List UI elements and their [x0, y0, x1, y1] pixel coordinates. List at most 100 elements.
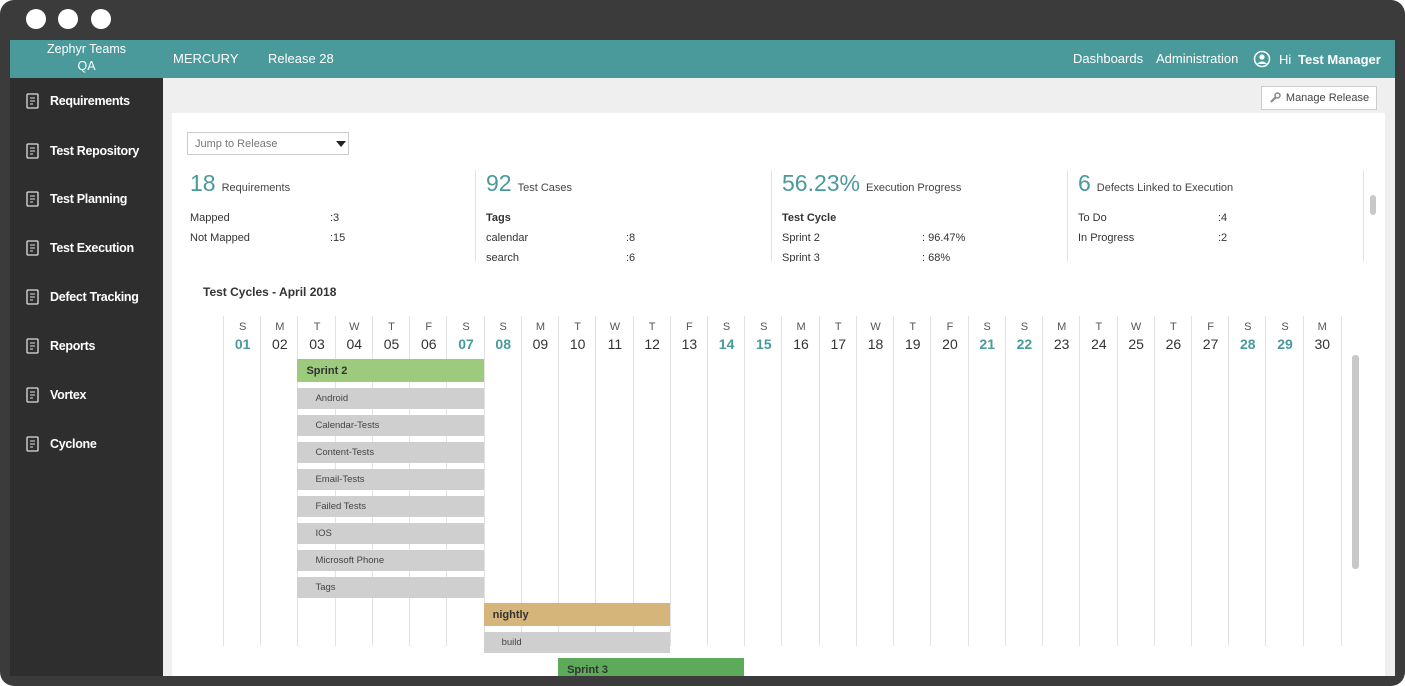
phase-bar[interactable]: Content-Tests [297, 442, 484, 463]
day-column: M 23 [1042, 316, 1080, 646]
day-number: 04 [346, 336, 363, 352]
nav-link[interactable]: Dashboards [1073, 51, 1144, 66]
project[interactable]: MERCURY [173, 51, 239, 66]
day-letter: S [722, 321, 731, 333]
day-number: 13 [681, 336, 698, 352]
day-number: 18 [867, 336, 884, 352]
calendar-title: Test Cycles - April 2018 [203, 285, 337, 299]
stat-card: 6 Defects Linked to Execution To Do:4 In Pr… [1069, 170, 1364, 262]
day-number: 24 [1091, 336, 1107, 352]
stat-row-value: :3 [330, 212, 340, 224]
cycle-bar[interactable]: Sprint 2 [297, 359, 484, 382]
nav-label: Test Execution [50, 241, 134, 255]
nav-item[interactable]: Vortex [24, 385, 86, 405]
nav-item[interactable]: Defect Tracking [24, 287, 139, 307]
window-dot[interactable] [58, 9, 78, 29]
day-number: 16 [793, 336, 809, 352]
nav-link[interactable]: Administration [1156, 51, 1239, 66]
stat-separator [475, 170, 476, 262]
stat-row-value: :4 [1218, 212, 1228, 224]
nav-item[interactable]: Reports [24, 336, 95, 356]
release[interactable]: Release 28 [268, 51, 334, 66]
stat-head: 6 Defects Linked to Execution [1078, 170, 1233, 197]
day-number: 01 [234, 336, 251, 352]
phase-bar[interactable]: Email-Tests [297, 469, 484, 490]
stat-row-label: calendar [486, 232, 529, 244]
stat-row-value: : 96.47% [922, 232, 966, 244]
user-name[interactable]: Test Manager [1298, 52, 1381, 67]
stat-number: 6 [1078, 170, 1091, 196]
window-dot[interactable] [91, 9, 111, 29]
day-letter: S [983, 321, 991, 333]
user-icon[interactable] [1253, 50, 1271, 68]
nav-item[interactable]: Requirements [24, 91, 130, 111]
day-column: M 30 [1302, 316, 1342, 646]
phase-bar[interactable]: Android [297, 388, 484, 409]
day-letter: T [909, 321, 917, 333]
team-name: Zephyr Teams [47, 42, 126, 56]
nav-label: Test Planning [50, 192, 128, 206]
day-letter: F [685, 321, 693, 333]
day-letter: M [275, 321, 285, 333]
nav-icon [26, 289, 39, 305]
stat-subheader: Tags [486, 212, 511, 224]
day-number: 20 [942, 336, 958, 352]
select-placeholder: Jump to Release [195, 137, 278, 150]
day-letter: S [499, 321, 507, 333]
day-number: 02 [272, 336, 288, 352]
nav-label: Vortex [50, 388, 87, 402]
day-column: F 13 [669, 316, 708, 646]
day-column: F 20 [930, 316, 968, 646]
day-letter: F [425, 321, 433, 333]
greeting: Hi [1279, 52, 1292, 67]
nav-item[interactable]: Test Execution [24, 238, 134, 258]
stat-card: 92 Test Cases Tags calendar:8 search:6 [477, 170, 772, 262]
day-number: 12 [644, 336, 660, 352]
stat-label: Execution Progress [866, 182, 962, 194]
phase-bar[interactable]: Calendar-Tests [297, 415, 484, 436]
jump-to-release-select[interactable]: Jump to Release [187, 132, 349, 155]
scrollbar[interactable] [1370, 195, 1376, 215]
day-letter: W [349, 321, 360, 333]
stat-head: 56.23% Execution Progress [782, 170, 961, 197]
scrollbar[interactable] [1352, 355, 1359, 569]
day-letter: S [238, 321, 247, 333]
stat-label: Requirements [221, 182, 291, 194]
manage-release-button[interactable]: Manage Release [1261, 86, 1377, 110]
stat-card: 56.23% Execution Progress Test Cycle Sprint… [773, 170, 1068, 262]
day-column: T 17 [818, 316, 857, 646]
nav-item[interactable]: Test Planning [24, 189, 127, 209]
day-column: T 12 [632, 316, 671, 646]
phase-bar[interactable]: build [483, 632, 670, 653]
stat-row-label: In Progress [1078, 232, 1135, 244]
day-number: 27 [1202, 336, 1219, 352]
day-column: F 27 [1190, 316, 1229, 646]
nav-item[interactable]: Cyclone [24, 434, 97, 454]
stat-number: 56.23% [782, 170, 861, 196]
stat-label: Defects Linked to Execution [1096, 182, 1234, 194]
stat-separator [771, 170, 772, 262]
day-column: S 14 [706, 316, 745, 646]
cycle-bar[interactable]: nightly [483, 603, 670, 626]
day-number: 14 [718, 336, 735, 352]
phase-bar[interactable]: Tags [297, 577, 484, 598]
window-dot[interactable] [26, 9, 46, 29]
day-column: S 29 [1265, 316, 1303, 646]
top-bar: Zephyr Teams QA MERCURY Release 28 Dashb… [10, 40, 1395, 78]
day-letter: T [834, 321, 842, 333]
phase-bar[interactable]: IOS [297, 523, 484, 544]
stat-separator [1363, 170, 1364, 262]
day-column: W 25 [1116, 316, 1155, 646]
team-block[interactable]: Zephyr Teams QA [10, 41, 163, 75]
nav-item[interactable]: Test Repository [24, 141, 139, 161]
stat-row-label: Sprint 3 [782, 252, 820, 262]
phase-bar[interactable]: Microsoft Phone [297, 550, 484, 571]
nav-icon [26, 143, 39, 159]
stats: 18 Requirements Mapped:3 Not Mapped:15 92 Tes… [187, 170, 1387, 262]
day-column: M 09 [520, 316, 559, 646]
cycle-bar[interactable]: Sprint 3 [558, 658, 745, 676]
stat-card: 18 Requirements Mapped:3 Not Mapped:15 [181, 170, 476, 262]
day-number: 22 [1016, 336, 1033, 352]
phase-bar[interactable]: Failed Tests [297, 496, 484, 517]
stat-head: 92 Test Cases [486, 170, 572, 197]
